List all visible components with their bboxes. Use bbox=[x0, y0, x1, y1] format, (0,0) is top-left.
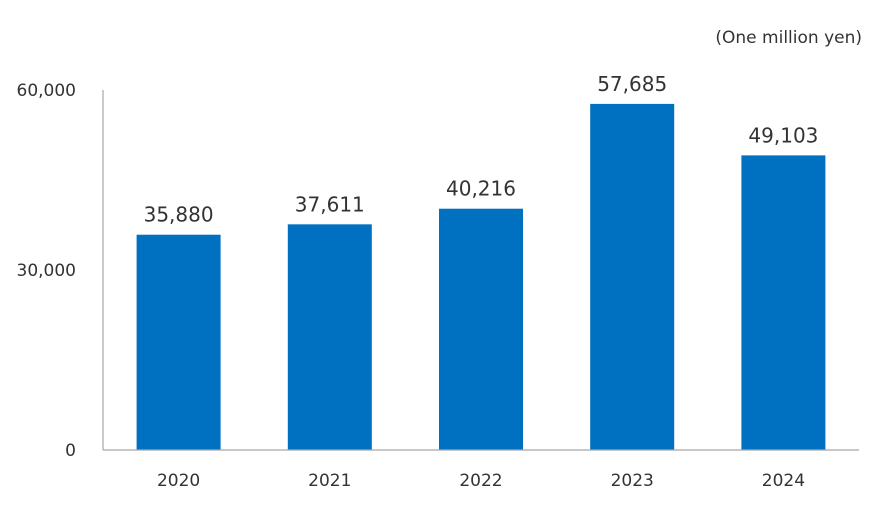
unit-label: (One million yen) bbox=[715, 28, 862, 48]
y-tick-label: 30,000 bbox=[17, 261, 76, 281]
bar-2023 bbox=[590, 103, 675, 450]
x-axis-tick-labels: 2020 2021 2022 2023 2024 bbox=[157, 471, 805, 491]
y-tick-label: 60,000 bbox=[17, 81, 76, 101]
bar-2022 bbox=[439, 208, 523, 450]
data-label-2022: 40,216 bbox=[446, 177, 516, 201]
data-label-2020: 35,880 bbox=[144, 203, 214, 227]
bar-2024 bbox=[741, 155, 826, 450]
x-tick-label-2023: 2023 bbox=[611, 471, 654, 491]
data-labels-group: 35,880 37,611 40,216 57,685 49,103 bbox=[144, 72, 819, 227]
x-tick-label-2020: 2020 bbox=[157, 471, 200, 491]
x-tick-label-2021: 2021 bbox=[308, 471, 351, 491]
y-axis-tick-labels: 0 30,000 60,000 bbox=[17, 81, 76, 461]
data-label-2024: 49,103 bbox=[748, 123, 818, 147]
data-label-2023: 57,685 bbox=[597, 72, 667, 96]
bars-group bbox=[136, 103, 826, 450]
x-tick-label-2024: 2024 bbox=[762, 471, 805, 491]
bar-2021 bbox=[287, 224, 372, 450]
data-label-2021: 37,611 bbox=[295, 192, 365, 216]
bar-2020 bbox=[136, 234, 221, 450]
y-tick-label: 0 bbox=[65, 441, 76, 461]
x-tick-label-2022: 2022 bbox=[459, 471, 502, 491]
